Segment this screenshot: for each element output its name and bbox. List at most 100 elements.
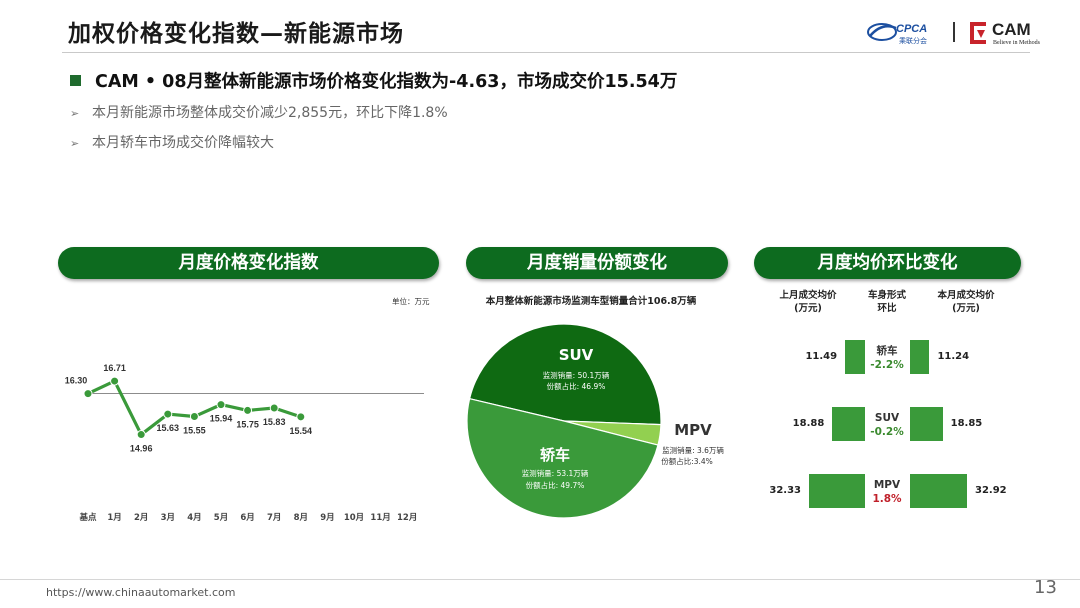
arrow-bullet-icon: ➢ — [70, 137, 80, 150]
pie-caption: 本月整体新能源市场监测车型销量合计106.8万辆 — [485, 296, 697, 307]
slice-name-label: MPV — [674, 421, 712, 439]
this-month-value: 18.85 — [950, 418, 983, 429]
segment-label: MPV 1.8% — [857, 478, 917, 506]
data-point — [216, 400, 226, 410]
data-point — [163, 409, 173, 419]
this-month-value: 11.24 — [937, 351, 970, 362]
compare-panel-header: 月度均价环比变化 — [754, 247, 1021, 279]
last-month-bar — [809, 474, 865, 508]
pie-slice — [466, 397, 659, 519]
segment-name: MPV — [873, 479, 901, 491]
last-month-value: 11.49 — [805, 351, 838, 362]
data-point — [269, 403, 279, 413]
slice-volume-label: 监测销量: 3.6万辆 — [662, 445, 724, 455]
slice-volume-label: 监测销量: 50.1万辆 — [543, 370, 610, 380]
segment-change: 1.8% — [872, 493, 902, 505]
col-head-segment-line2: 环比 — [877, 303, 897, 314]
x-tick-label: 8月 — [294, 513, 308, 523]
segment-name: SUV — [874, 412, 900, 424]
cam-logo-subtext: Believe in Methods — [993, 40, 1041, 46]
headline: CAM • 08月整体新能源市场价格变化指数为-4.63，市场成交价15.54万 — [70, 68, 677, 93]
line-panel-header: 月度价格变化指数 — [58, 247, 439, 279]
cpca-logo: CPCA 乘联分会 — [867, 23, 927, 45]
this-month-value: 32.92 — [975, 485, 1007, 496]
segment-label: SUV -0.2% — [857, 411, 917, 439]
logo-separator — [953, 22, 955, 42]
x-tick-label: 4月 — [187, 513, 201, 523]
bullet-2: ➢ 本月轿车市场成交价降幅较大 — [70, 132, 274, 152]
x-tick-label: 5月 — [214, 513, 228, 523]
x-tick-label: 7月 — [267, 513, 281, 523]
segment-change: -0.2% — [870, 426, 904, 438]
data-point — [136, 430, 146, 440]
slice-share-label: 份额占比: 49.7% — [526, 480, 585, 490]
data-label: 15.63 — [157, 423, 180, 433]
col-head-last-month: 上月成交均价 (万元) — [768, 289, 848, 315]
col-head-last-month-line2: (万元) — [794, 303, 822, 314]
data-point — [189, 412, 199, 422]
headline-text: CAM • 08月整体新能源市场价格变化指数为-4.63，市场成交价15.54万 — [95, 72, 678, 92]
x-tick-label: 9月 — [320, 513, 334, 523]
col-head-segment: 车身形式 环比 — [853, 289, 921, 315]
slice-share-label: 份额占比:3.4% — [661, 456, 713, 466]
cpca-logo-text: CPCA — [896, 23, 927, 35]
col-head-last-month-line1: 上月成交均价 — [779, 290, 837, 301]
last-month-bar — [832, 407, 865, 441]
data-point — [296, 412, 306, 422]
data-label: 15.54 — [290, 426, 313, 436]
pie-panel-header: 月度销量份额变化 — [466, 247, 728, 279]
data-label: 15.83 — [263, 417, 286, 427]
x-tick-label: 3月 — [161, 513, 175, 523]
col-head-this-month-line1: 本月成交均价 — [937, 290, 995, 301]
slice-name-label: SUV — [559, 346, 594, 364]
col-head-this-month: 本月成交均价 (万元) — [925, 289, 1007, 315]
last-month-value: 18.88 — [792, 418, 825, 429]
data-label: 14.96 — [130, 444, 153, 454]
x-tick-label: 10月 — [344, 513, 364, 523]
unit-label: 单位：万元 — [392, 297, 430, 306]
data-point — [83, 389, 93, 399]
this-month-bar — [910, 340, 930, 374]
segment-label: 轿车 -2.2% — [857, 344, 917, 372]
data-label: 15.94 — [210, 414, 233, 424]
segment-change: -2.2% — [870, 359, 904, 371]
bullet-2-text: 本月轿车市场成交价降幅较大 — [92, 135, 274, 151]
slice-volume-label: 监测销量: 53.1万辆 — [522, 468, 589, 478]
footer-url: https://www.chinaautomarket.com — [46, 586, 236, 599]
col-head-this-month-line2: (万元) — [952, 303, 980, 314]
data-point — [110, 376, 120, 386]
this-month-bar — [910, 407, 943, 441]
pie-slice — [468, 323, 662, 426]
bullet-1-text: 本月新能源市场整体成交价减少2,855元，环比下降1.8% — [92, 105, 448, 121]
x-tick-label: 6月 — [240, 513, 254, 523]
col-head-segment-line1: 车身形式 — [867, 290, 906, 301]
cam-logo-text: CAM — [992, 20, 1031, 39]
data-label: 15.55 — [183, 426, 206, 436]
page-number: 13 — [1034, 577, 1057, 598]
footer-divider — [0, 579, 1080, 580]
data-label: 16.71 — [103, 363, 126, 373]
x-tick-label: 2月 — [134, 513, 148, 523]
x-tick-label: 1月 — [107, 513, 121, 523]
x-tick-label: 11月 — [370, 513, 390, 523]
x-tick-label: 12月 — [397, 513, 417, 523]
slice-name-label: 轿车 — [540, 446, 570, 464]
page-title: 加权价格变化指数—新能源市场 — [68, 21, 404, 47]
x-tick-label: 基点 — [78, 512, 97, 523]
cam-logo: CAM Believe in Methods — [970, 20, 1041, 46]
data-label: 16.30 — [65, 376, 88, 386]
data-label: 15.75 — [236, 419, 259, 429]
cpca-logo-subtext: 乘联分会 — [899, 36, 927, 45]
slice-share-label: 份额占比: 46.9% — [547, 381, 606, 391]
title-divider — [62, 52, 1030, 53]
segment-name: 轿车 — [876, 345, 898, 357]
arrow-bullet-icon: ➢ — [70, 107, 80, 120]
bullet-1: ➢ 本月新能源市场整体成交价减少2,855元，环比下降1.8% — [70, 102, 448, 122]
last-month-bar — [845, 340, 865, 374]
this-month-bar — [910, 474, 967, 508]
square-bullet-icon — [70, 75, 81, 86]
last-month-value: 32.33 — [769, 485, 802, 496]
data-point — [243, 405, 253, 415]
